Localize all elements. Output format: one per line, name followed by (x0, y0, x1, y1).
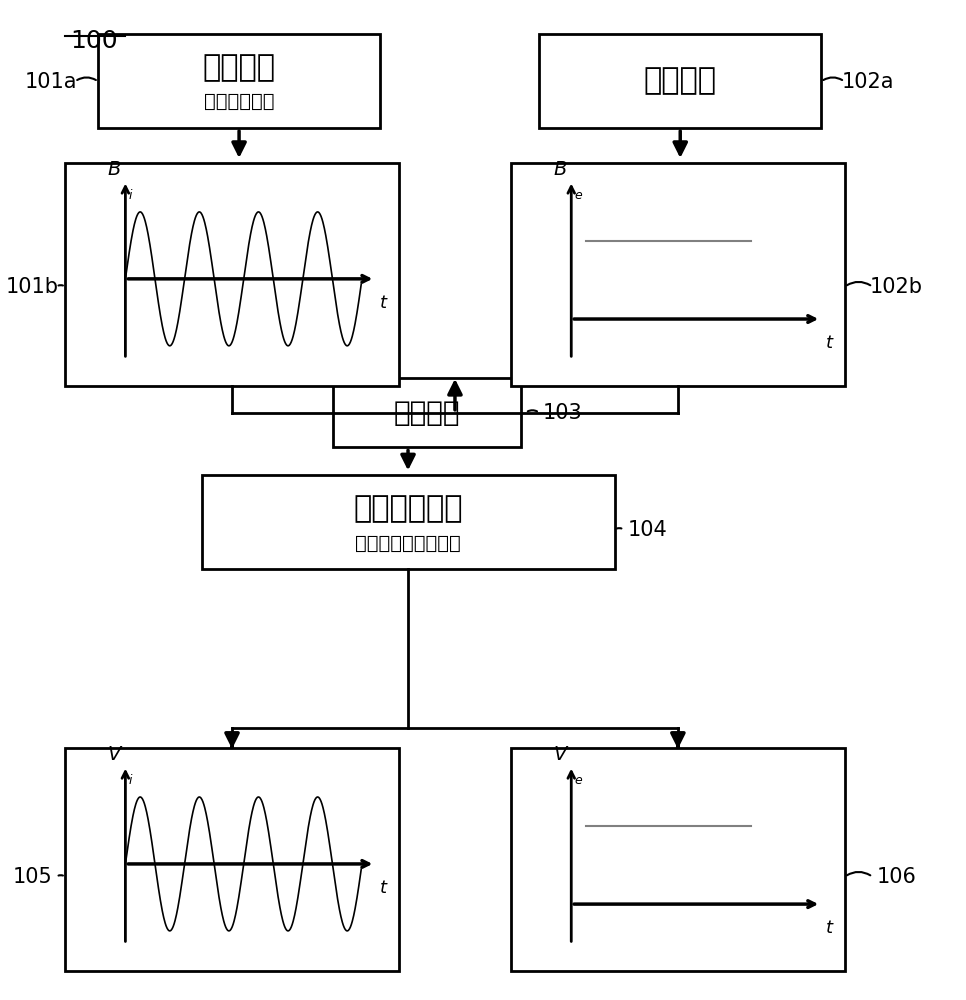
Text: B: B (107, 160, 121, 179)
FancyBboxPatch shape (99, 34, 380, 128)
FancyBboxPatch shape (66, 163, 399, 386)
Text: 自检信号和外场信号: 自检信号和外场信号 (355, 534, 461, 553)
Text: 自检线圈: 自检线圈 (203, 53, 275, 82)
Text: 102a: 102a (841, 72, 895, 92)
Text: 信号处理电路: 信号处理电路 (354, 495, 463, 524)
Text: V: V (107, 745, 121, 764)
Text: 101a: 101a (25, 72, 77, 92)
Text: 102b: 102b (869, 277, 923, 297)
Text: t: t (826, 334, 833, 352)
Text: 磁传感器: 磁传感器 (393, 399, 460, 427)
FancyBboxPatch shape (333, 378, 521, 447)
Text: V: V (554, 745, 567, 764)
Text: 高频自检电流: 高频自检电流 (204, 92, 274, 111)
Text: t: t (380, 294, 387, 312)
Text: t: t (380, 879, 387, 897)
Text: 104: 104 (628, 520, 668, 540)
Text: 外部磁场: 外部磁场 (643, 67, 717, 96)
FancyBboxPatch shape (511, 163, 844, 386)
FancyBboxPatch shape (539, 34, 821, 128)
Text: i: i (128, 774, 131, 787)
Text: B: B (554, 160, 567, 179)
Text: 105: 105 (13, 867, 52, 887)
Text: 103: 103 (543, 403, 582, 423)
Text: 100: 100 (71, 29, 118, 53)
Text: e: e (574, 774, 582, 787)
Text: t: t (826, 919, 833, 937)
Text: i: i (128, 189, 131, 202)
FancyBboxPatch shape (511, 748, 844, 971)
FancyBboxPatch shape (66, 748, 399, 971)
FancyBboxPatch shape (202, 475, 614, 569)
Text: 101b: 101b (6, 277, 59, 297)
Text: e: e (574, 189, 582, 202)
Text: 106: 106 (876, 867, 916, 887)
